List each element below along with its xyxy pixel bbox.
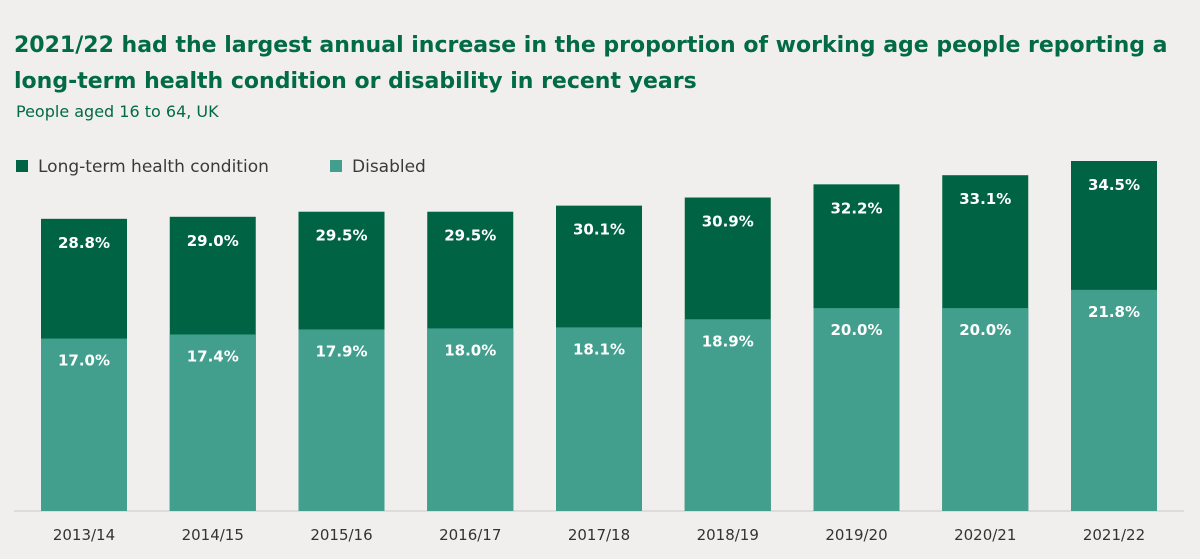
x-tick-label-2015-16: 2015/16 <box>310 526 372 544</box>
x-tick-label-2016-17: 2016/17 <box>439 526 501 544</box>
bar-disabled-2017-18 <box>556 327 642 511</box>
bar-disabled-2014-15 <box>169 334 256 511</box>
data-label-disabled-2018-19: 18.9% <box>702 332 754 350</box>
x-tick-label-2021-22: 2021/22 <box>1083 526 1145 544</box>
data-label-long-term-2019-20: 32.2% <box>830 199 882 217</box>
data-label-disabled-2020-21: 20.0% <box>959 321 1011 339</box>
chart-subtitle: People aged 16 to 64, UK <box>16 102 219 121</box>
bar-disabled-2019-20 <box>813 308 900 511</box>
bar-disabled-2018-19 <box>684 319 771 511</box>
legend-swatch-disabled <box>330 160 342 172</box>
data-label-disabled-2013-14: 17.0% <box>58 352 110 370</box>
data-label-long-term-2014-15: 29.0% <box>187 232 239 250</box>
bar-disabled-2013-14 <box>41 338 127 511</box>
bar-disabled-2015-16 <box>298 329 385 511</box>
data-label-disabled-2021-22: 21.8% <box>1088 303 1140 321</box>
x-tick-label-2017-18: 2017/18 <box>568 526 630 544</box>
data-label-long-term-2017-18: 30.1% <box>573 221 625 239</box>
legend-label-disabled: Disabled <box>352 157 426 177</box>
x-tick-label-2013-14: 2013/14 <box>53 526 115 544</box>
x-tick-label-2020-21: 2020/21 <box>954 526 1016 544</box>
data-label-long-term-2020-21: 33.1% <box>959 190 1011 208</box>
data-label-disabled-2019-20: 20.0% <box>830 321 882 339</box>
bars-group: 28.8% 17.0% 29.0% 17.4% 29.5% 17.9% 29.5% 18.0%… <box>41 161 1157 512</box>
bar-disabled-2016-17 <box>427 328 514 511</box>
data-label-disabled-2017-18: 18.1% <box>573 340 625 358</box>
x-tick-label-2014-15: 2014/15 <box>182 526 244 544</box>
data-label-long-term-2013-14: 28.8% <box>58 234 110 252</box>
data-label-disabled-2014-15: 17.4% <box>187 347 239 365</box>
data-label-long-term-2018-19: 30.9% <box>702 213 754 231</box>
x-tick-labels: 2013/14 2014/15 2015/16 2016/17 2017/18 2018/… <box>53 526 1145 544</box>
x-tick-label-2018-19: 2018/19 <box>697 526 759 544</box>
bar-disabled-2020-21 <box>942 308 1029 511</box>
data-label-long-term-2016-17: 29.5% <box>444 227 496 245</box>
legend: Long-term health condition Disabled <box>16 157 426 177</box>
data-label-long-term-2021-22: 34.5% <box>1088 176 1140 194</box>
chart-title: 2021/22 had the largest annual increase … <box>14 33 1168 94</box>
legend-swatch-long-term <box>16 160 28 172</box>
legend-label-long-term: Long-term health condition <box>38 157 269 177</box>
bar-disabled-2021-22 <box>1071 289 1157 511</box>
data-label-long-term-2015-16: 29.5% <box>315 227 367 245</box>
data-label-disabled-2016-17: 18.0% <box>444 341 496 359</box>
data-label-disabled-2015-16: 17.9% <box>315 342 367 360</box>
x-tick-label-2019-20: 2019/20 <box>825 526 887 544</box>
